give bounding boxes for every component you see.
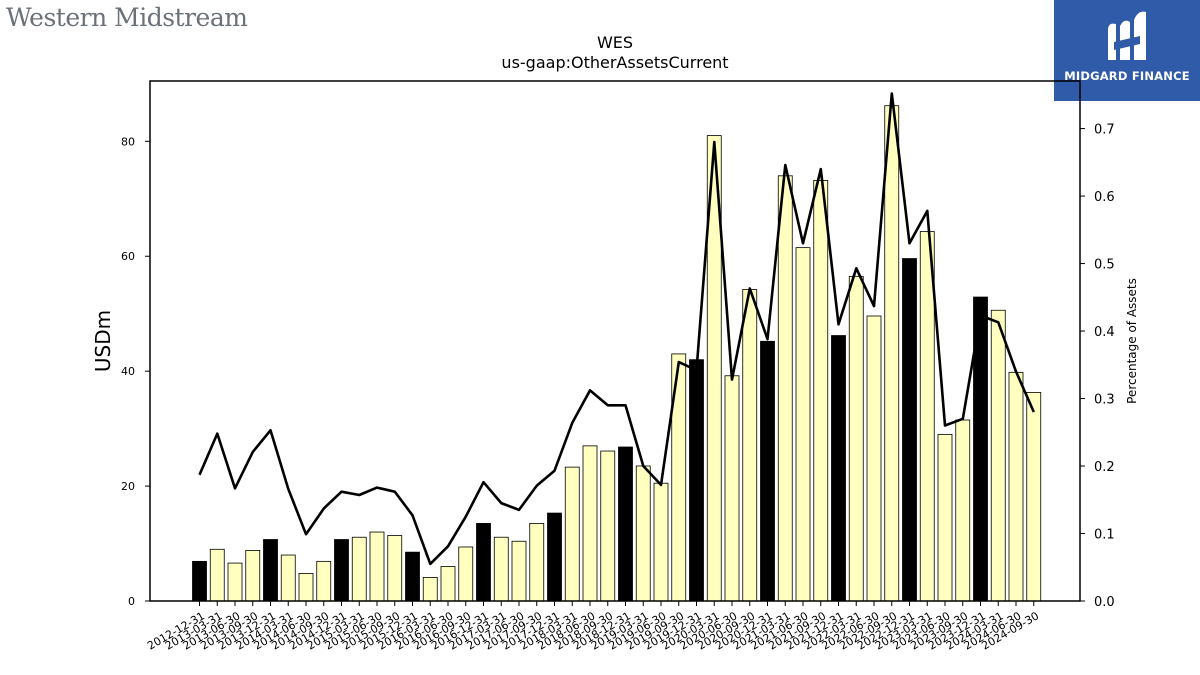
bar-2015-09-30 — [387, 535, 403, 602]
bar-2021-06-30 — [795, 247, 811, 602]
chart-title: WES — [597, 33, 633, 52]
western-midstream-logo: Western Midstream — [6, 3, 248, 32]
y2-axis-label: Percentage of Assets — [1125, 278, 1139, 404]
y-tick-label: 20 — [121, 480, 135, 493]
bar-2023-03-31 — [919, 231, 935, 602]
bar-2015-03-31 — [351, 536, 367, 602]
bar-2018-09-30 — [600, 450, 616, 602]
y2-tick-label: 0.7 — [1094, 123, 1115, 138]
bar-2014-12-31 — [334, 539, 349, 602]
bar-2015-12-31 — [405, 551, 420, 602]
bar-2019-06-30 — [653, 482, 669, 602]
left-axis: 0 20 40 60 80 — [121, 135, 150, 608]
y-tick-label: 60 — [121, 250, 135, 263]
bar-2017-09-30 — [529, 523, 545, 602]
y2-tick-label: 0.4 — [1094, 325, 1115, 340]
line-group — [198, 92, 1035, 566]
y2-tick-label: 0.0 — [1094, 595, 1115, 610]
bar-2020-12-31 — [760, 340, 775, 602]
bar-2017-12-31 — [547, 512, 562, 602]
bar-2019-03-31 — [635, 465, 651, 602]
bar-2022-06-30 — [866, 315, 882, 602]
bar-2013-06-30 — [227, 562, 243, 602]
y2-tick-label: 0.6 — [1094, 190, 1115, 205]
y-axis-label: USDm — [91, 310, 115, 372]
bar-2017-06-30 — [511, 540, 527, 602]
bars-group — [192, 105, 1042, 602]
bar-2019-12-31 — [689, 359, 704, 602]
y-tick-label: 40 — [121, 365, 135, 378]
right-axis: 0.0 0.1 0.2 0.3 0.4 0.5 0.6 0.7 — [1080, 123, 1115, 610]
brand-name: MIDGARD FINANCE — [1064, 69, 1190, 83]
bar-2014-09-30 — [316, 560, 332, 602]
bar-2018-06-30 — [582, 445, 598, 602]
bar-2016-12-31 — [476, 523, 491, 602]
y-tick-label: 80 — [121, 135, 135, 148]
percentage-line — [198, 92, 1035, 566]
y2-tick-label: 0.1 — [1094, 528, 1115, 543]
bar-2016-06-30 — [440, 566, 456, 602]
y2-tick-label: 0.2 — [1094, 460, 1115, 475]
y2-tick-label: 0.5 — [1094, 258, 1115, 273]
bar-2024-09-30 — [1026, 392, 1042, 602]
bar-2014-03-31 — [280, 554, 296, 602]
bar-2020-06-30 — [724, 375, 740, 602]
bar-2013-09-30 — [245, 550, 261, 602]
bar-2020-09-30 — [742, 289, 758, 602]
bar-2012-12-31 — [192, 560, 207, 602]
y2-tick-label: 0.3 — [1094, 393, 1115, 408]
bar-2018-12-31 — [618, 446, 633, 602]
bar-2021-09-30 — [813, 180, 829, 602]
chart-subtitle: us-gaap:OtherAssetsCurrent — [501, 53, 728, 72]
bar-2021-12-31 — [831, 335, 846, 602]
y-tick-label: 0 — [128, 595, 135, 608]
plot-frame — [149, 80, 1081, 602]
bar-2023-09-30 — [955, 419, 971, 602]
bar-2017-03-31 — [493, 536, 509, 602]
x-axis: 2012-12-312013-03-312013-06-302013-09-30… — [145, 601, 1041, 653]
bar-2013-12-31 — [263, 539, 278, 602]
bar-2015-06-30 — [369, 531, 385, 602]
bar-2024-06-30 — [1008, 371, 1024, 602]
bar-2016-03-31 — [422, 577, 438, 602]
bar-2016-09-30 — [458, 546, 474, 602]
bar-2014-06-30 — [298, 573, 314, 602]
midgard-mark-icon — [1108, 11, 1146, 61]
bar-2021-03-31 — [777, 175, 793, 602]
bar-2022-12-31 — [902, 258, 917, 602]
midgard-finance-badge: MIDGARD FINANCE — [1054, 0, 1200, 101]
bar-2013-03-31 — [209, 548, 225, 602]
bar-2024-03-31 — [990, 309, 1006, 602]
bar-2022-09-30 — [884, 105, 900, 602]
bar-2023-06-30 — [937, 433, 953, 602]
bar-2018-03-31 — [564, 466, 580, 602]
bar-2022-03-31 — [848, 275, 864, 602]
